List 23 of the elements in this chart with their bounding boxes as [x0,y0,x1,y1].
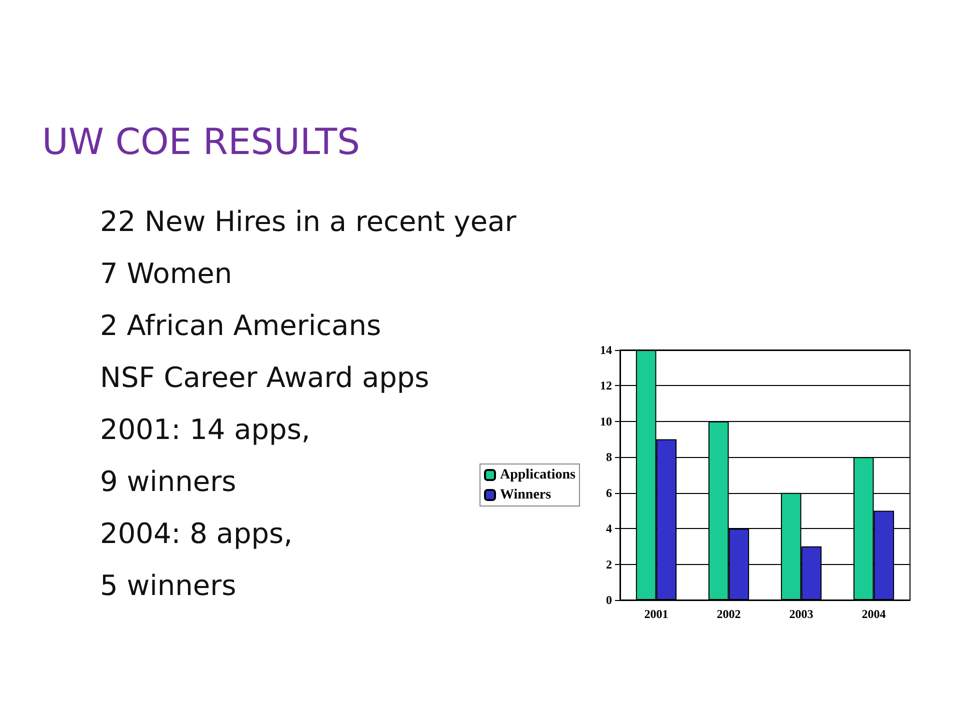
y-tick-label: 0 [606,593,612,607]
x-tick-label: 2003 [789,607,814,621]
x-tick-label: 2004 [862,607,886,621]
legend-label: Winners [500,488,552,502]
y-tick-label: 8 [606,450,612,464]
text: 2 African Americans [100,308,382,344]
x-tick-label: 2001 [644,607,668,621]
y-tick-label: 10 [600,414,612,428]
text: 9 winners [100,465,236,498]
y-tick-label: 2 [606,557,612,572]
legend-label: Applications [500,468,576,482]
text: 7 Women [100,256,234,292]
x-tick-label: 2002 [716,607,741,621]
text: 2001: 14 apps, [100,412,312,448]
y-tick-label: 6 [606,486,612,500]
text: 22 New Hires in a recent year [100,204,516,240]
y-tick-label: 14 [600,343,612,357]
text: UW COE RESULTS [42,122,360,163]
y-tick-label: 12 [600,378,612,393]
text: 5 winners [100,568,238,604]
text: NSF Career Award apps [100,360,430,396]
text: 2004: 8 apps, [100,516,294,552]
y-tick-label: 4 [606,522,612,536]
